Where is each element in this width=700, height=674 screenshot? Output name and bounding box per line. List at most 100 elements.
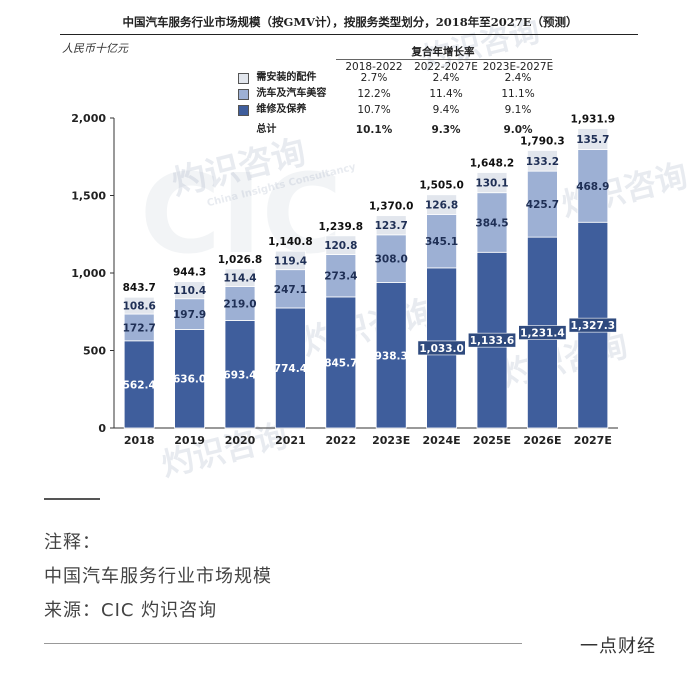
data-label: 119.4 — [274, 255, 307, 267]
bar-chart: 0 500 1,000 1,500 2,000 562.4 172.7 108.6 843.7 2… — [71, 112, 618, 447]
cagr-column-header: 2022-2027E — [414, 61, 478, 73]
data-label-box — [467, 332, 516, 348]
bar-segment — [224, 286, 256, 321]
cagr-column-header: 2023E-2027E — [482, 61, 554, 73]
y-tick-label: 1,000 — [71, 267, 106, 280]
data-label: 345.1 — [425, 236, 458, 248]
data-label-box — [518, 325, 567, 340]
cagr-header: 复合年增长率 — [411, 46, 475, 58]
total-label: 1,790.3 — [520, 136, 565, 148]
bar-segment — [123, 296, 155, 315]
cagr-header-rule — [336, 59, 552, 60]
cagr-value: 2.7% — [360, 72, 388, 84]
footer-separator — [44, 498, 100, 500]
y-tick-label: 0 — [98, 422, 106, 435]
title-rule — [60, 34, 638, 35]
data-label: 110.4 — [173, 285, 206, 297]
bar-segment — [224, 268, 256, 287]
bar-segment — [174, 329, 206, 429]
total-label: 总计 — [256, 124, 277, 135]
bar-segment — [426, 213, 458, 269]
legend-swatch — [238, 72, 249, 84]
data-label: 1,133.6 — [470, 335, 515, 347]
total-label: 1,648.2 — [470, 158, 515, 170]
y-tick-label: 2,000 — [71, 112, 106, 125]
cagr-column-header: 2018-2022 — [345, 61, 403, 73]
source-text: 来源：CIC 灼识咨询 — [44, 600, 218, 621]
total-label: 1,026.8 — [218, 254, 263, 266]
cagr-row: 需安装的配件 2.7% 2.4% 2.4% — [238, 70, 531, 86]
x-tick-label: 2026E — [523, 434, 561, 447]
bar-segment — [325, 254, 357, 298]
data-label: 114.4 — [223, 273, 256, 285]
cagr-total-value: 9.3% — [431, 124, 461, 136]
bar-segment — [274, 250, 306, 271]
data-label: 133.2 — [526, 156, 559, 168]
total-label: 1,505.0 — [419, 180, 464, 192]
legend-swatch — [238, 104, 249, 116]
cagr-value: 9.4% — [432, 104, 460, 116]
bar-segment — [325, 296, 357, 429]
data-label: 308.0 — [375, 254, 408, 266]
data-label: 120.8 — [324, 240, 357, 252]
data-label: 108.6 — [123, 301, 156, 313]
data-label: 938.3 — [375, 350, 408, 362]
unit-label: 人民币十亿元 — [62, 42, 128, 55]
data-label: 384.5 — [475, 217, 508, 229]
data-label: 219.0 — [223, 299, 256, 311]
x-tick-label: 2024E — [423, 434, 461, 447]
legend-swatch — [238, 88, 249, 100]
data-label-box — [568, 317, 617, 333]
data-label: 172.7 — [123, 322, 156, 334]
cagr-value: 2.4% — [504, 72, 532, 84]
bar-segment — [426, 194, 458, 215]
x-tick-label: 2020 — [225, 434, 256, 447]
bar-segment — [123, 313, 155, 342]
legend-label: 需安装的配件 — [256, 72, 317, 83]
total-label: 1,931.9 — [571, 114, 616, 126]
cagr-value: 10.7% — [357, 104, 391, 116]
data-label: 197.9 — [173, 309, 206, 321]
total-label: 843.7 — [123, 282, 156, 294]
bar-segment — [325, 235, 357, 255]
cagr-total-value: 10.1% — [355, 124, 393, 136]
data-label: 425.7 — [526, 199, 559, 211]
bar-segment — [174, 281, 206, 300]
x-tick-label: 2023E — [372, 434, 410, 447]
y-tick-label: 500 — [83, 345, 106, 358]
bar-segment — [375, 215, 407, 236]
cagr-value: 11.1% — [501, 88, 535, 100]
cagr-value: 2.4% — [432, 72, 460, 84]
data-label: 468.9 — [576, 181, 609, 193]
data-label: 845.7 — [324, 357, 357, 369]
x-tick-label: 2021 — [275, 434, 306, 447]
cagr-total-row: 总计 10.1% 9.3% 9.0% — [238, 122, 532, 138]
data-label: 130.1 — [475, 178, 508, 190]
bar-segment — [123, 340, 155, 429]
x-tick-label: 2018 — [124, 434, 155, 447]
brand-rule — [44, 643, 522, 644]
x-tick-label: 2025E — [473, 434, 511, 447]
cagr-total-value: 9.0% — [503, 124, 533, 136]
total-label: 1,140.8 — [268, 236, 313, 248]
total-label: 944.3 — [173, 267, 206, 279]
data-label: 693.4 — [223, 369, 256, 381]
data-label: 636.0 — [173, 374, 206, 386]
data-label-box — [417, 340, 466, 356]
data-label: 562.4 — [123, 379, 156, 391]
data-label: 1,327.3 — [571, 320, 616, 332]
legend-label: 维修及保养 — [256, 104, 307, 115]
bar-segment — [476, 192, 508, 253]
data-label: 273.4 — [324, 271, 357, 283]
data-label: 1,033.0 — [419, 343, 464, 355]
bar-segment — [274, 307, 306, 429]
data-label: 135.7 — [576, 134, 609, 146]
cagr-value: 9.1% — [504, 104, 532, 116]
data-label: 1,231.4 — [520, 328, 565, 340]
bar-segment — [577, 128, 609, 150]
x-tick-label: 2027E — [574, 434, 612, 447]
bar-segment — [577, 149, 609, 223]
bar-segment — [224, 320, 256, 429]
note-text: 中国汽车服务行业市场规模 — [44, 566, 272, 587]
cagr-row: 维修及保养 10.7% 9.4% 9.1% — [238, 102, 531, 118]
